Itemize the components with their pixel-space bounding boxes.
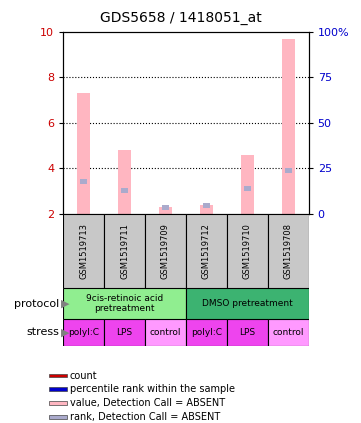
Text: DMSO pretreatment: DMSO pretreatment <box>202 299 293 308</box>
Bar <box>159 207 172 214</box>
Bar <box>63 288 186 319</box>
Bar <box>186 319 227 346</box>
Text: control: control <box>273 328 304 337</box>
Bar <box>227 319 268 346</box>
Bar <box>203 203 210 208</box>
Text: GSM1519709: GSM1519709 <box>161 222 170 279</box>
Bar <box>63 214 104 288</box>
Text: rank, Detection Call = ABSENT: rank, Detection Call = ABSENT <box>70 412 220 422</box>
Text: GSM1519710: GSM1519710 <box>243 222 252 279</box>
Bar <box>49 401 66 405</box>
Bar <box>63 319 104 346</box>
Bar <box>118 150 131 214</box>
Bar <box>284 168 292 173</box>
Bar <box>77 93 90 214</box>
Bar <box>186 214 227 288</box>
Bar <box>268 214 309 288</box>
Text: ▶: ▶ <box>61 327 70 338</box>
Text: stress: stress <box>27 327 60 338</box>
Text: LPS: LPS <box>239 328 255 337</box>
Text: GSM1519711: GSM1519711 <box>120 222 129 279</box>
Text: control: control <box>150 328 181 337</box>
Bar <box>244 186 251 191</box>
Bar <box>162 206 169 210</box>
Text: GSM1519708: GSM1519708 <box>284 222 293 279</box>
Text: GSM1519712: GSM1519712 <box>202 222 211 279</box>
Bar <box>268 319 309 346</box>
Bar <box>80 179 87 184</box>
Text: count: count <box>70 371 97 381</box>
Bar <box>282 38 295 214</box>
Bar <box>49 415 66 419</box>
Bar <box>145 319 186 346</box>
Bar <box>200 205 213 214</box>
Bar <box>49 374 66 377</box>
Text: 9cis-retinoic acid
pretreatment: 9cis-retinoic acid pretreatment <box>86 294 163 313</box>
Text: polyI:C: polyI:C <box>191 328 222 337</box>
Bar <box>104 319 145 346</box>
Text: LPS: LPS <box>117 328 132 337</box>
Text: polyI:C: polyI:C <box>68 328 99 337</box>
Bar <box>186 288 309 319</box>
Text: percentile rank within the sample: percentile rank within the sample <box>70 384 235 394</box>
Text: value, Detection Call = ABSENT: value, Detection Call = ABSENT <box>70 398 225 408</box>
Bar <box>49 387 66 391</box>
Text: protocol: protocol <box>14 299 60 308</box>
Bar <box>145 214 186 288</box>
Bar <box>104 214 145 288</box>
Text: ▶: ▶ <box>61 299 70 308</box>
Bar <box>227 214 268 288</box>
Text: GDS5658 / 1418051_at: GDS5658 / 1418051_at <box>100 11 261 25</box>
Bar <box>241 154 254 214</box>
Bar <box>121 188 128 193</box>
Text: GSM1519713: GSM1519713 <box>79 222 88 279</box>
